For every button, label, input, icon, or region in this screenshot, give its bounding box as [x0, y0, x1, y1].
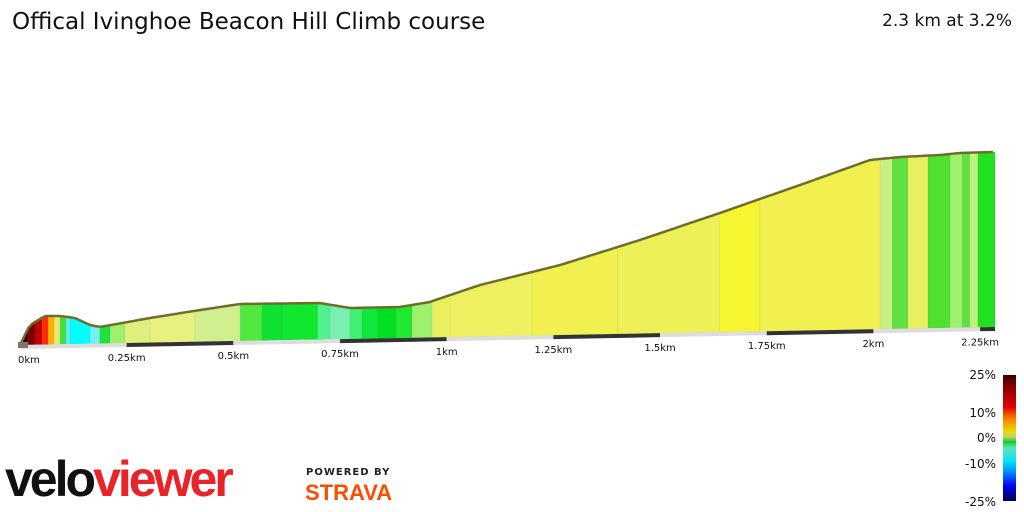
distance-bar-segment — [233, 339, 341, 346]
distance-bar-segment — [660, 331, 767, 338]
gradient-segment — [879, 157, 893, 330]
distance-bar-segment — [873, 327, 981, 334]
gradient-segment — [411, 300, 433, 339]
gradient-segment — [361, 307, 378, 339]
x-tick-label: 1.75km — [748, 341, 786, 352]
gradient-segment — [261, 303, 283, 341]
legend-label: -10% — [964, 457, 996, 471]
gradient-segment — [281, 302, 319, 341]
gradient-color-bar — [1003, 375, 1016, 501]
x-tick-label: 2km — [862, 339, 884, 350]
x-tick-label: 1km — [436, 347, 458, 358]
gradient-segment — [65, 316, 71, 345]
route-summary: 2.3 km at 3.2% — [882, 11, 1012, 31]
start-marker — [18, 342, 28, 348]
x-tick-label: 1.25km — [534, 345, 572, 356]
gradient-segment — [317, 302, 331, 340]
x-tick-label: 2.25km — [961, 337, 999, 348]
x-tick-label: 0.75km — [321, 349, 359, 360]
gradient-segment — [349, 307, 363, 340]
gradient-segment — [759, 158, 881, 332]
gradient-segment — [329, 304, 351, 340]
legend-label: 0% — [976, 431, 996, 445]
gradient-segment — [977, 151, 996, 328]
gradient-segment — [89, 324, 101, 345]
gradient-segment — [961, 152, 971, 328]
powered-by-label: POWERED BY — [306, 467, 391, 478]
x-tick-label: 0km — [18, 355, 40, 366]
gradient-segment — [719, 198, 761, 333]
profile-outline — [18, 150, 993, 346]
legend-label: -25% — [964, 495, 996, 509]
x-tick-label: 1.5km — [644, 343, 675, 354]
gradient-segment — [927, 153, 951, 329]
gradient-segment — [969, 152, 979, 328]
gradient-segment — [949, 152, 963, 329]
gradient-segment — [239, 303, 263, 342]
distance-bar-segment — [766, 329, 874, 336]
gradient-segment — [376, 306, 397, 339]
legend-label: 25% — [969, 368, 996, 382]
distance-bar-segment — [126, 341, 234, 348]
gradient-segment — [47, 315, 55, 345]
distance-bar-segment — [446, 335, 554, 342]
x-tick-label: 0.25km — [108, 353, 146, 364]
gradient-segment — [907, 155, 929, 329]
x-tick-label: 0.5km — [218, 351, 249, 362]
veloviewer-logo[interactable]: veloviewer — [5, 451, 234, 507]
distance-bar-segment — [553, 333, 661, 340]
page-title: Offical Ivinghoe Beacon Hill Climb cours… — [12, 9, 486, 35]
strava-logo[interactable]: STRAVA — [305, 480, 393, 505]
elevation-profile-chart: 0km 0.25km 0.5km 0.75km 1km 1.25km 1.5km 1.75km… — [18, 150, 999, 366]
gradient-segment — [59, 315, 67, 345]
gradient-segment — [395, 304, 413, 339]
gradient-segment — [891, 156, 909, 330]
distance-bar-segment — [19, 343, 127, 349]
gradient-segment — [41, 315, 49, 345]
gradient-segment — [53, 315, 61, 345]
distance-bar-segment — [339, 337, 447, 344]
legend-label: 10% — [969, 406, 996, 420]
